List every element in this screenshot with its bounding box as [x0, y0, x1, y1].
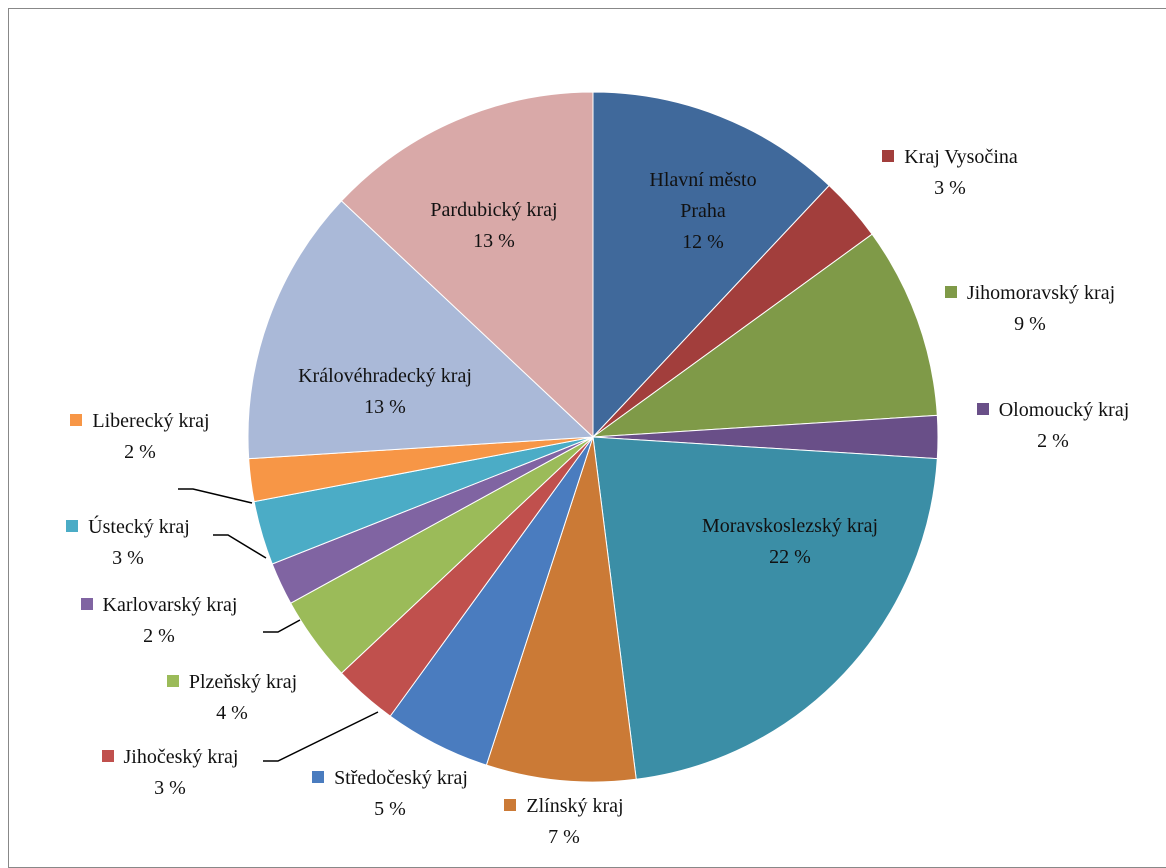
value-label: 3 % — [154, 777, 186, 799]
value-label: 2 % — [124, 441, 156, 463]
data-label: Olomoucký kraj 2 % — [943, 395, 1163, 457]
data-label: Ústecký kraj 3 % — [28, 512, 228, 574]
category-label: Olomoucký kraj — [998, 399, 1130, 421]
data-label: Plzeňský kraj 4 % — [132, 667, 332, 729]
category-label: Jihočeský kraj — [123, 746, 239, 768]
category-label: Zlínský kraj — [526, 795, 624, 817]
category-label: Jihomoravský kraj — [966, 282, 1116, 304]
value-label: 9 % — [1014, 313, 1046, 335]
pie-slice — [247, 200, 595, 460]
data-label: Jihomoravský kraj 9 % — [920, 278, 1140, 340]
legend-marker — [66, 520, 79, 532]
value-label: 12 % — [682, 231, 724, 253]
data-label: Liberecký kraj 2 % — [65, 406, 215, 468]
leader-line — [178, 488, 253, 504]
category-label: Pardubický kraj — [430, 199, 558, 221]
category-label: Královéhradecký kraj — [298, 365, 472, 387]
legend-marker — [882, 150, 895, 162]
data-label: Kraj Vysočina 3 % — [850, 142, 1050, 204]
value-label: 13 % — [473, 230, 515, 252]
category-label: Moravskoslezský kraj — [701, 515, 879, 537]
category-label: Liberecký kraj — [92, 410, 210, 432]
value-label: 7 % — [548, 826, 580, 848]
category-label: Karlovarský kraj — [102, 594, 238, 616]
leader-line — [263, 711, 379, 762]
legend-marker — [70, 414, 83, 426]
pie-slice — [340, 91, 594, 439]
legend-marker — [976, 403, 989, 415]
pie-slice — [592, 436, 938, 780]
value-label: 5 % — [374, 798, 406, 820]
data-label: Karlovarský kraj 2 % — [49, 590, 269, 652]
legend-marker — [166, 675, 179, 687]
legend-marker — [80, 598, 93, 610]
category-label: Ústecký kraj — [88, 516, 190, 538]
category-label: Kraj Vysočina — [904, 146, 1018, 168]
leader-line — [263, 619, 301, 633]
data-label: Středočeský kraj 5 % — [305, 763, 475, 825]
value-label: 3 % — [934, 177, 966, 199]
value-label: 2 % — [143, 625, 175, 647]
data-label: Zlínský kraj 7 % — [479, 791, 649, 853]
legend-marker — [504, 799, 517, 811]
value-label: 2 % — [1037, 430, 1069, 452]
leader-lines — [178, 488, 379, 762]
data-label: Královéhradecký kraj 13 % — [295, 361, 475, 423]
data-label: Pardubický kraj 13 % — [384, 195, 604, 257]
legend-marker — [944, 286, 957, 298]
category-label: Středočeský kraj — [334, 767, 468, 789]
pie-slice — [591, 233, 938, 438]
value-label: 4 % — [216, 702, 248, 724]
category-label: Plzeňský kraj — [188, 671, 298, 693]
pie-slice — [592, 91, 830, 439]
pie-slice — [485, 436, 637, 783]
category-label: Hlavní město Praha — [649, 169, 757, 222]
pie — [247, 91, 939, 783]
leader-line — [213, 534, 267, 559]
data-label: Hlavní město Praha 12 % — [628, 165, 778, 258]
value-label: 3 % — [112, 547, 144, 569]
legend-marker — [101, 750, 114, 762]
legend-marker — [312, 771, 325, 783]
data-label: Moravskoslezský kraj 22 % — [700, 511, 880, 573]
value-label: 22 % — [769, 546, 811, 568]
data-label: Jihočeský kraj 3 % — [70, 742, 270, 804]
value-label: 13 % — [364, 396, 406, 418]
